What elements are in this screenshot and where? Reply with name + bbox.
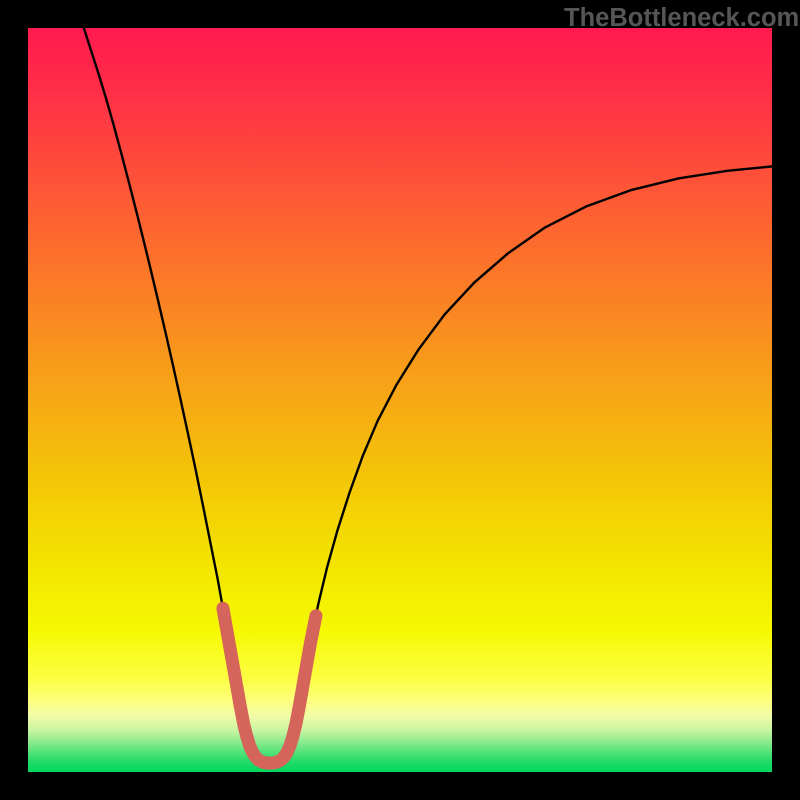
- chart-frame: TheBottleneck.com: [0, 0, 800, 800]
- gradient-background: [28, 28, 772, 772]
- watermark-text: TheBottleneck.com: [564, 4, 799, 33]
- chart-svg: [0, 0, 800, 800]
